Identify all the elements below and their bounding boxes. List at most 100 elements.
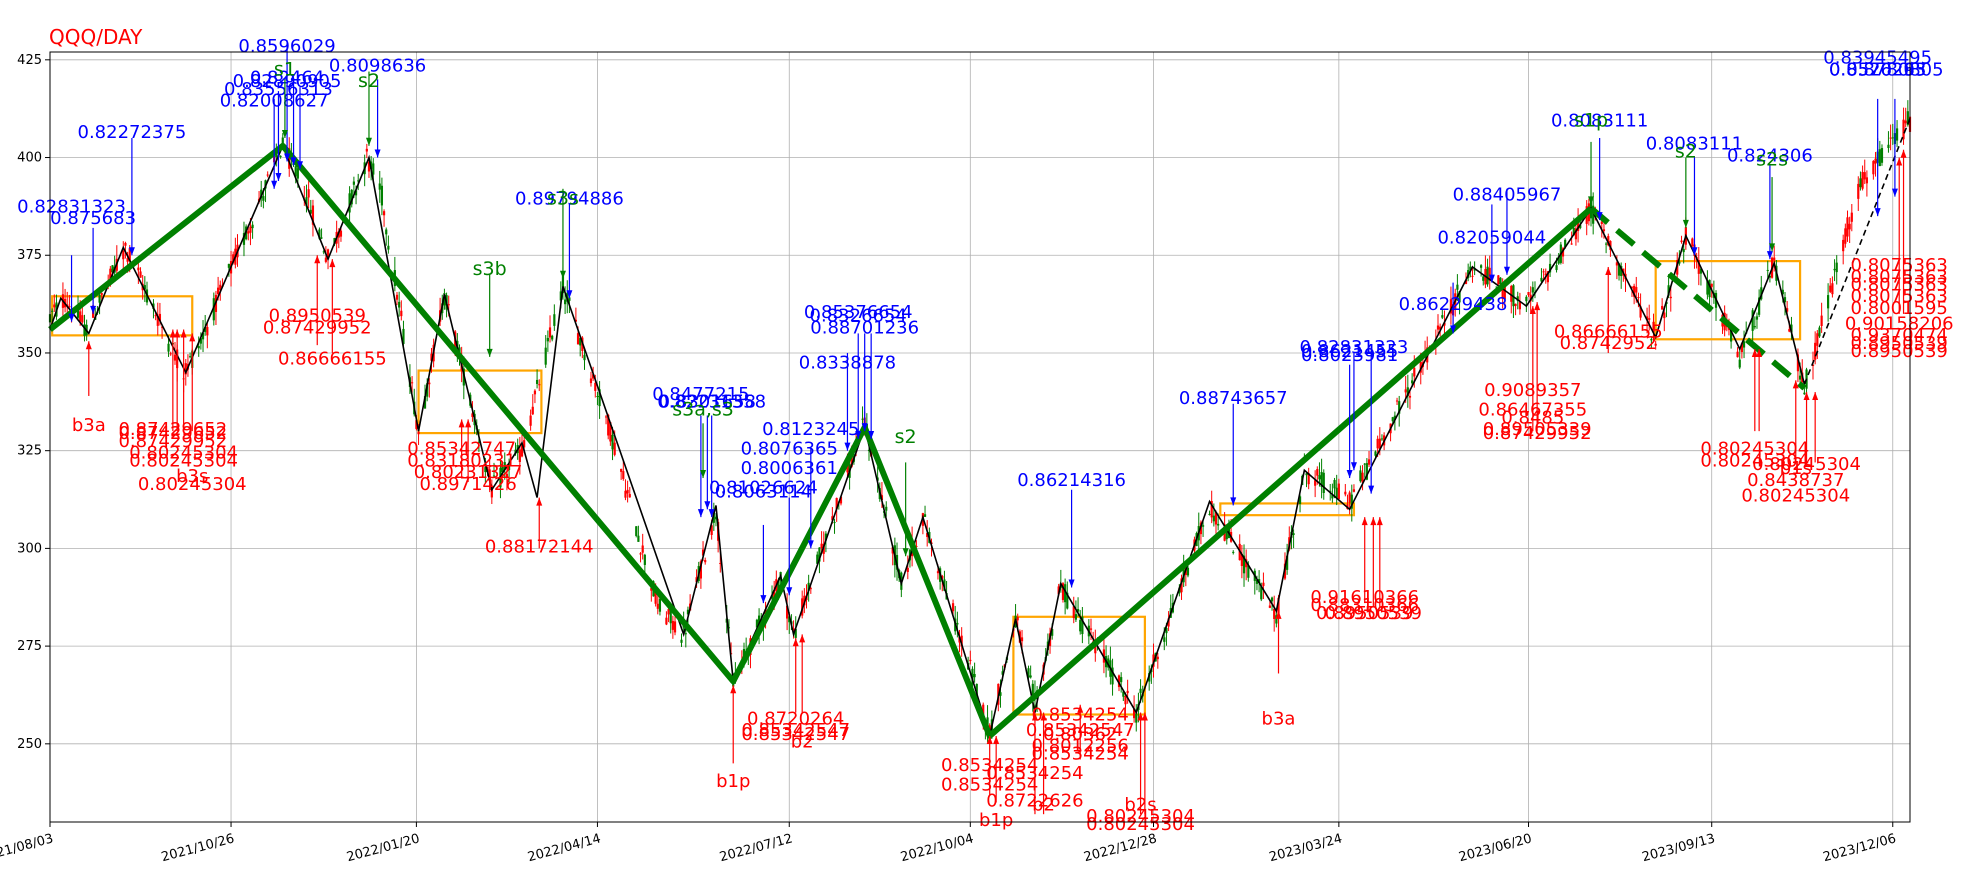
buy-arrow-head xyxy=(792,638,799,647)
candle-body xyxy=(1680,240,1683,243)
candle-body xyxy=(458,347,461,354)
sell-label: 0.8477215 xyxy=(652,384,749,405)
candle-body xyxy=(158,313,162,322)
sell-arrow-head xyxy=(284,153,291,162)
candle-body xyxy=(1337,483,1340,500)
candle-body xyxy=(1548,263,1552,273)
candle-body xyxy=(1061,583,1065,600)
buy-label: 0.85342547 xyxy=(741,720,850,741)
candle-body xyxy=(380,185,384,206)
candle-body xyxy=(1329,490,1332,492)
consolidation-box xyxy=(417,369,543,435)
candle-body xyxy=(1572,227,1575,236)
candle-body xyxy=(1135,713,1138,723)
candle-body xyxy=(1557,256,1560,264)
buy-arrow-head xyxy=(1812,392,1819,401)
sell-label: 0.82831323 xyxy=(1300,337,1409,358)
buy-arrow-head xyxy=(314,255,321,264)
candle-body xyxy=(378,183,381,190)
buy-label: b3a xyxy=(1262,708,1296,729)
candle-body xyxy=(471,413,474,417)
candle-body xyxy=(1031,683,1034,699)
candle-body xyxy=(1322,472,1325,493)
candle-body xyxy=(1262,582,1265,586)
candle-body xyxy=(1844,228,1847,244)
candle-body xyxy=(710,525,713,535)
candle-body xyxy=(1270,597,1274,602)
candle-body xyxy=(686,609,690,615)
buy-label: 0.86666155 xyxy=(1554,321,1663,342)
candle-body xyxy=(1829,285,1832,292)
candle-body xyxy=(1316,469,1319,476)
sell-arrow-head xyxy=(1068,579,1075,588)
buy-label: 0.9370474 xyxy=(1851,325,1948,346)
candle-body xyxy=(1001,671,1004,675)
candle-body xyxy=(490,485,493,498)
candle-body xyxy=(643,554,646,565)
buy-label: 0.80245304 xyxy=(1700,439,1809,460)
buy-label: 0.8534254 xyxy=(941,775,1038,796)
candle-body xyxy=(1436,325,1440,330)
sell-label: 0.82008627 xyxy=(220,91,329,112)
buy-arrow-head xyxy=(1141,712,1148,721)
candle-body xyxy=(1486,266,1489,285)
candle-body xyxy=(1639,306,1642,318)
buy-label: 0.80362 xyxy=(1043,724,1117,745)
candle-body xyxy=(568,297,571,301)
sell-label: 0.83556313 xyxy=(224,79,333,100)
candle-body xyxy=(807,582,810,591)
candle-body xyxy=(1240,553,1243,566)
candle-body xyxy=(415,420,418,429)
candle-body xyxy=(820,543,823,549)
candle-body xyxy=(1458,291,1461,303)
pattern-label: s3b xyxy=(473,258,507,280)
zigzag-projection-line xyxy=(1803,118,1911,385)
candle-body xyxy=(906,567,909,573)
candle-body xyxy=(83,324,86,336)
buy-arrow-head xyxy=(1534,302,1541,311)
buy-arrow-head xyxy=(1376,517,1383,526)
candle-body xyxy=(592,374,595,379)
candle-body xyxy=(1607,236,1610,246)
candle-body xyxy=(1242,555,1246,574)
candle-body xyxy=(1245,559,1248,568)
candle-body xyxy=(654,589,657,604)
buy-label: 0.91610366 xyxy=(1310,587,1419,608)
sell-label: 0.8083111 xyxy=(1646,134,1743,155)
buy-arrow-head xyxy=(993,736,1000,745)
candle-body xyxy=(184,363,187,375)
y-tick-label: 375 xyxy=(17,248,42,263)
candle-body xyxy=(1600,221,1603,224)
candle-body xyxy=(1398,401,1401,414)
pattern-arrow-head xyxy=(1682,219,1689,228)
candle-body xyxy=(53,304,56,308)
candle-body xyxy=(1510,286,1513,302)
candle-body xyxy=(227,263,230,268)
candle-body xyxy=(1561,248,1565,257)
candle-body xyxy=(339,230,343,237)
chart-title: QQQ/DAY xyxy=(49,25,143,49)
buy-arrow-head xyxy=(458,419,465,428)
candle-body xyxy=(1630,287,1634,289)
candle-body xyxy=(561,276,565,294)
candle-body xyxy=(1331,494,1334,499)
candle-body xyxy=(520,444,524,457)
sell-label: 0.8301658 xyxy=(659,392,756,413)
candle-body xyxy=(1891,137,1894,139)
candle-body xyxy=(1066,592,1069,609)
candle-body xyxy=(1650,339,1653,341)
sell-arrow-head xyxy=(128,247,135,256)
candle-body xyxy=(579,338,582,346)
buy-arrow-head xyxy=(1803,392,1810,401)
buy-arrow-head xyxy=(465,419,472,428)
sell-arrow-head xyxy=(68,313,75,322)
x-tick-label: 2022/01/20 xyxy=(345,831,421,865)
candle-body xyxy=(546,337,549,342)
sell-arrow-head xyxy=(1891,188,1898,197)
candle-body xyxy=(1488,267,1491,281)
candle-body xyxy=(1878,149,1881,167)
buy-label: 0.87429952 xyxy=(118,431,227,452)
candle-body xyxy=(1798,375,1802,380)
candle-body xyxy=(188,356,192,358)
candle-body xyxy=(122,250,125,260)
